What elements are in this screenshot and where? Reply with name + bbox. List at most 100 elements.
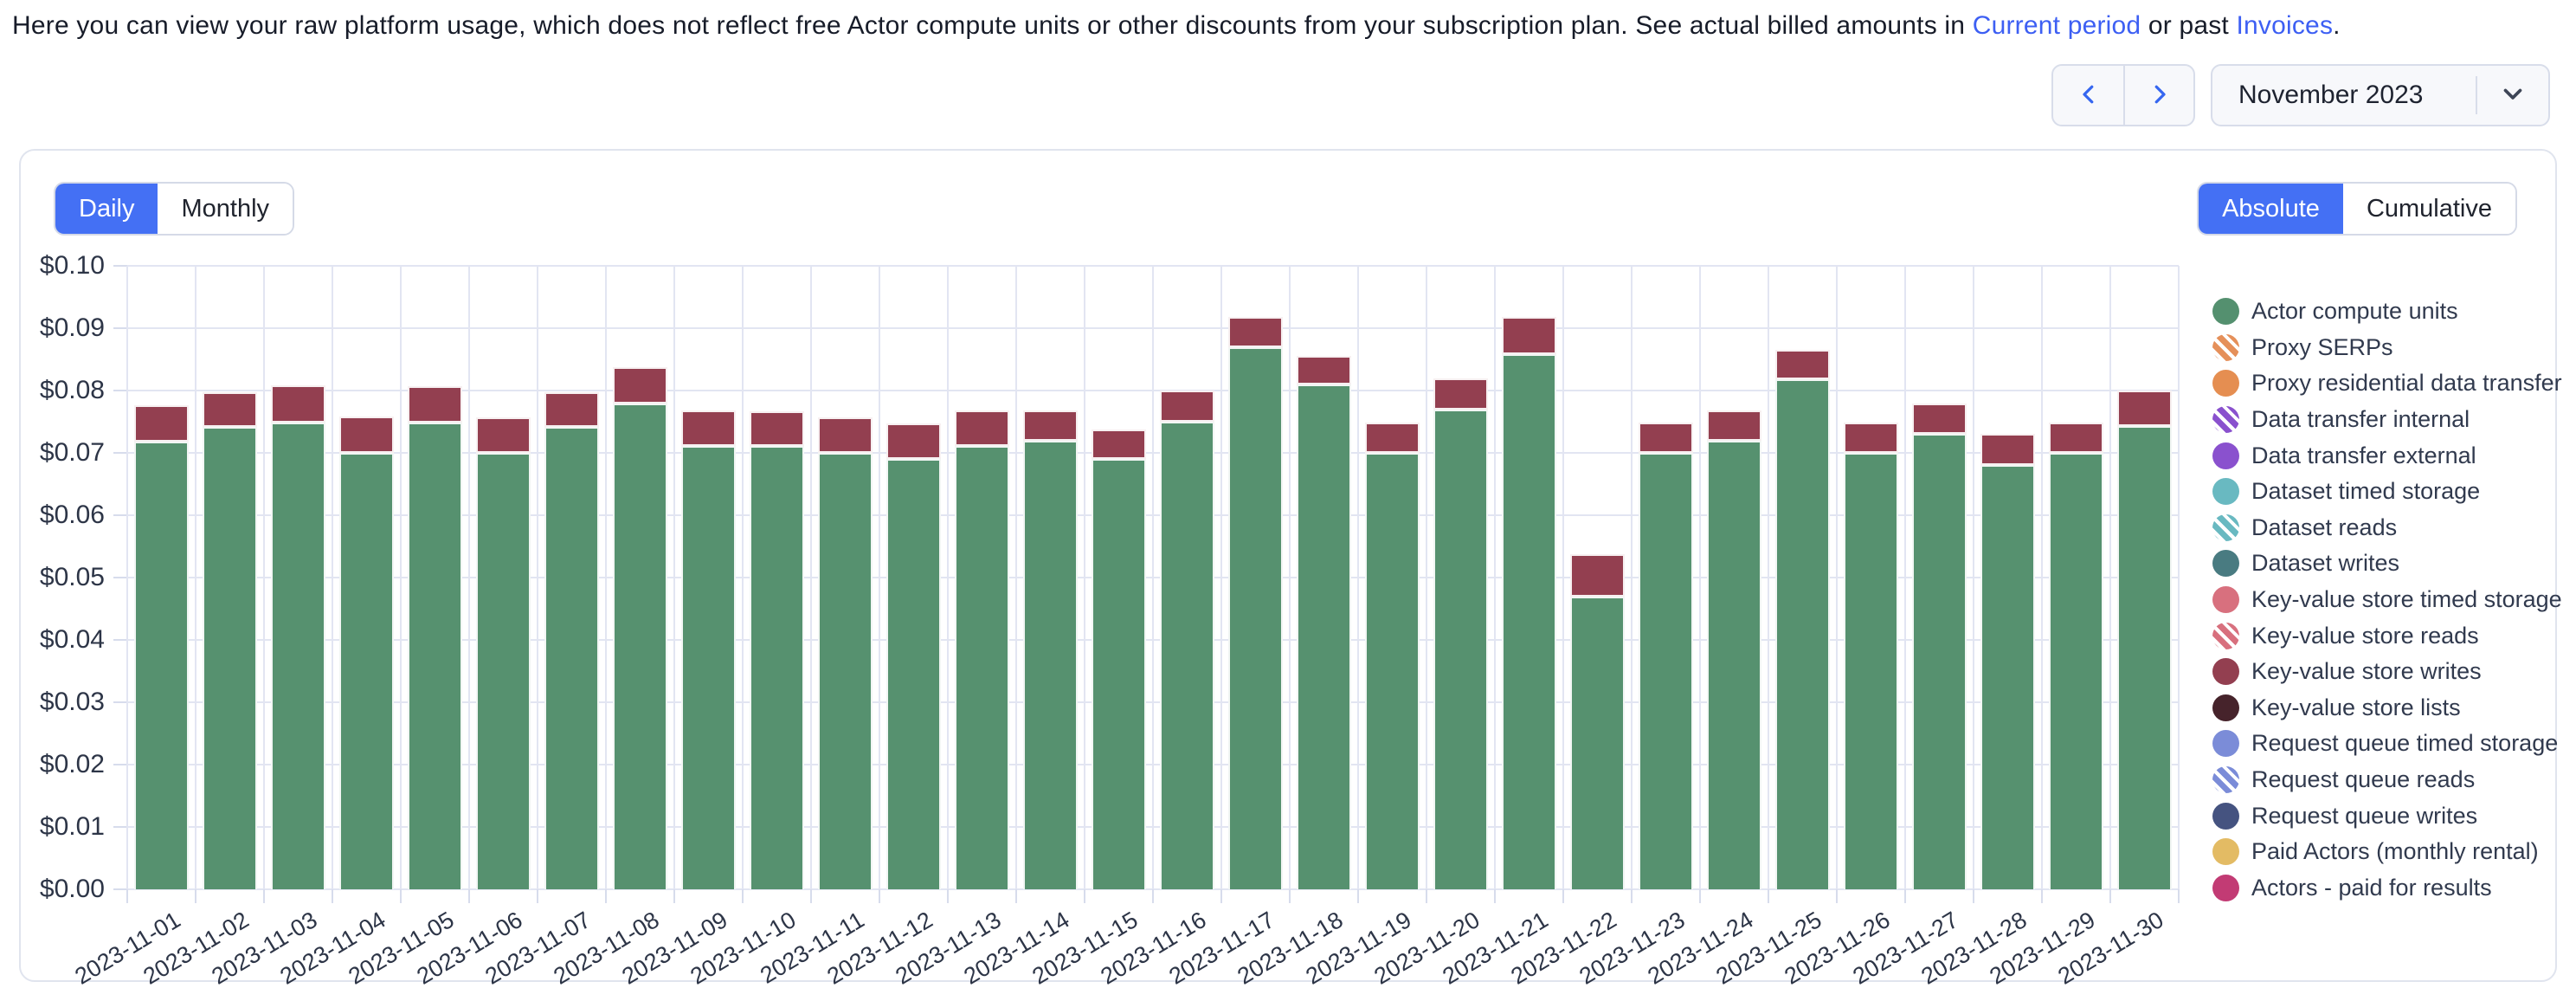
legend-item[interactable]: Request queue timed storage <box>2212 726 2562 762</box>
bar-segment[interactable] <box>1433 378 1488 410</box>
bar-segment[interactable] <box>1912 434 1967 889</box>
legend-item[interactable]: Data transfer internal <box>2212 402 2562 438</box>
legend-item[interactable]: Dataset timed storage <box>2212 474 2562 510</box>
bar-segment[interactable] <box>1707 440 1761 889</box>
bar-segment[interactable] <box>476 417 531 453</box>
bar-segment[interactable] <box>1775 350 1830 380</box>
bar-segment[interactable] <box>1023 410 1078 441</box>
legend-item[interactable]: Request queue writes <box>2212 798 2562 834</box>
legend-item[interactable]: Key-value store reads <box>2212 617 2562 654</box>
bar-segment[interactable] <box>544 392 599 428</box>
bar-segment[interactable] <box>750 410 804 447</box>
chart-legend: Actor compute units Proxy SERPs Proxy resi… <box>2212 294 2562 906</box>
bar-segment[interactable] <box>1023 440 1078 889</box>
bar-segment[interactable] <box>818 453 873 889</box>
bar-segment[interactable] <box>271 384 325 423</box>
absolute-toggle-button[interactable]: Absolute <box>2199 184 2343 234</box>
bar-segment[interactable] <box>1980 434 2035 466</box>
next-month-button[interactable] <box>2123 66 2193 125</box>
cumulative-toggle-button[interactable]: Cumulative <box>2342 184 2515 234</box>
bar-segment[interactable] <box>1160 391 1214 422</box>
legend-item[interactable]: Actors - paid for results <box>2212 870 2562 907</box>
gridline-vertical <box>1015 266 1017 889</box>
bar-segment[interactable] <box>1160 422 1214 889</box>
legend-item[interactable]: Proxy residential data transfer <box>2212 365 2562 402</box>
legend-item[interactable]: Paid Actors (monthly rental) <box>2212 834 2562 870</box>
invoices-link[interactable]: Invoices <box>2236 11 2334 40</box>
legend-item[interactable]: Data transfer external <box>2212 437 2562 474</box>
y-axis-tick <box>113 514 127 516</box>
bar-segment[interactable] <box>1433 410 1488 889</box>
legend-item[interactable]: Actor compute units <box>2212 294 2562 330</box>
bar-segment[interactable] <box>1228 346 1283 889</box>
gridline-vertical <box>673 266 675 889</box>
bar-segment[interactable] <box>408 385 462 423</box>
y-axis-tick <box>113 826 127 828</box>
bar-segment[interactable] <box>1502 317 1556 354</box>
bar-segment[interactable] <box>1570 554 1625 597</box>
legend-item[interactable]: Key-value store writes <box>2212 654 2562 690</box>
bar-segment[interactable] <box>2049 453 2103 889</box>
bar-segment[interactable] <box>1092 429 1146 460</box>
month-pager <box>2051 64 2195 126</box>
x-axis-tick <box>673 889 675 903</box>
bar-segment[interactable] <box>1639 422 1693 453</box>
bar-segment[interactable] <box>613 366 667 404</box>
legend-item[interactable]: Request queue reads <box>2212 762 2562 798</box>
bar-segment[interactable] <box>271 422 325 889</box>
bar-segment[interactable] <box>2049 422 2103 453</box>
bar-segment[interactable] <box>408 422 462 889</box>
bar-segment[interactable] <box>339 417 394 453</box>
y-axis-label: $0.04 <box>39 625 105 654</box>
bar-segment[interactable] <box>1980 465 2035 889</box>
x-axis-tick <box>400 889 402 903</box>
bar-segment[interactable] <box>1228 317 1283 347</box>
bar-segment[interactable] <box>886 459 941 889</box>
bar-segment[interactable] <box>134 442 189 889</box>
legend-label: Actors - paid for results <box>2251 874 2492 901</box>
legend-item[interactable]: Dataset writes <box>2212 546 2562 582</box>
bar-segment[interactable] <box>886 423 941 460</box>
bar-segment[interactable] <box>134 405 189 442</box>
bar-segment[interactable] <box>818 417 873 453</box>
bar-segment[interactable] <box>2117 426 2172 889</box>
bar-segment[interactable] <box>203 427 257 889</box>
bar-segment[interactable] <box>339 453 394 889</box>
bar-segment[interactable] <box>1092 459 1146 889</box>
prev-month-button[interactable] <box>2053 66 2123 125</box>
bar-segment[interactable] <box>955 446 1009 889</box>
legend-item[interactable]: Key-value store lists <box>2212 690 2562 727</box>
bar-segment[interactable] <box>1297 384 1351 889</box>
bar-segment[interactable] <box>2117 391 2172 427</box>
month-select[interactable]: November 2023 <box>2211 64 2550 126</box>
bar-segment[interactable] <box>1365 453 1420 889</box>
bar-segment[interactable] <box>1912 404 1967 435</box>
bar-segment[interactable] <box>613 404 667 889</box>
bar-segment[interactable] <box>1502 353 1556 889</box>
description-text: . <box>2333 11 2341 40</box>
description-text: Here you can view your raw platform usag… <box>12 11 1973 40</box>
legend-label: Dataset writes <box>2251 550 2400 577</box>
bar-segment[interactable] <box>1775 379 1830 889</box>
legend-item[interactable]: Dataset reads <box>2212 510 2562 546</box>
bar-segment[interactable] <box>1297 356 1351 384</box>
bar-segment[interactable] <box>476 453 531 889</box>
legend-item[interactable]: Key-value store timed storage <box>2212 582 2562 618</box>
bar-segment[interactable] <box>544 427 599 889</box>
legend-item[interactable]: Proxy SERPs <box>2212 330 2562 366</box>
bar-segment[interactable] <box>1365 422 1420 453</box>
bar-segment[interactable] <box>955 410 1009 447</box>
daily-toggle-button[interactable]: Daily <box>55 184 158 234</box>
bar-segment[interactable] <box>681 410 736 447</box>
bar-segment[interactable] <box>1844 453 1898 889</box>
current-period-link[interactable]: Current period <box>1972 11 2141 40</box>
bar-segment[interactable] <box>681 446 736 889</box>
monthly-toggle-button[interactable]: Monthly <box>158 184 293 234</box>
bar-segment[interactable] <box>750 446 804 889</box>
bar-segment[interactable] <box>203 392 257 428</box>
y-axis-tick <box>113 639 127 641</box>
bar-segment[interactable] <box>1844 422 1898 453</box>
bar-segment[interactable] <box>1570 596 1625 889</box>
bar-segment[interactable] <box>1639 453 1693 889</box>
bar-segment[interactable] <box>1707 410 1761 441</box>
